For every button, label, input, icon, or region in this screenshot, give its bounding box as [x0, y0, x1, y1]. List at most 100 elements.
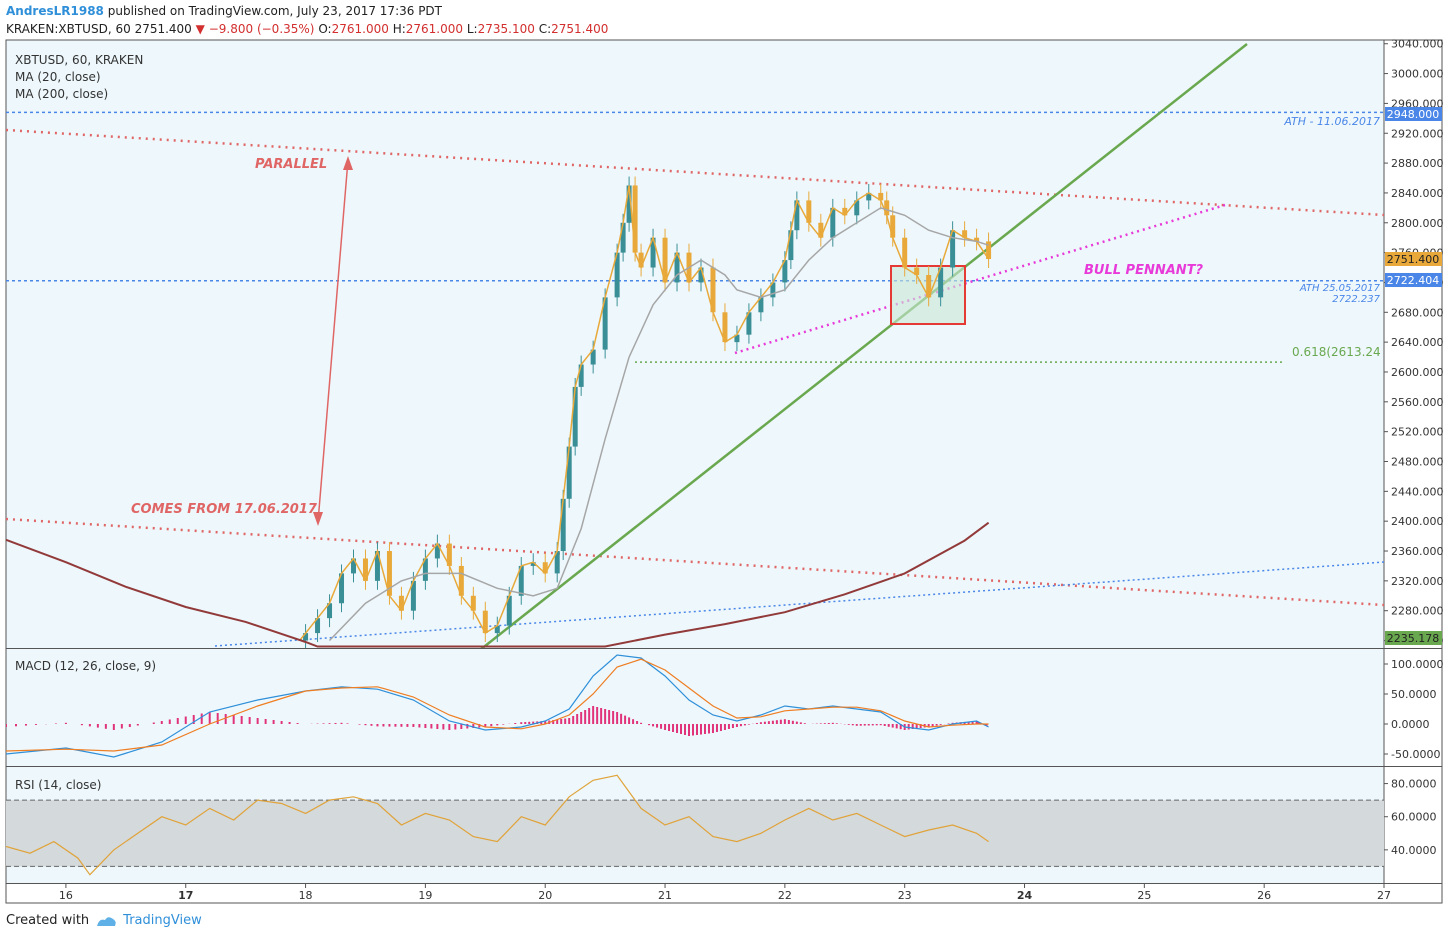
time-tick-label: 25 [1137, 889, 1151, 902]
ath-price-badge: 2948.000 [1385, 107, 1442, 121]
candle-body [566, 446, 572, 499]
candle-body [866, 192, 872, 201]
rsi-band [6, 800, 1384, 867]
ath2-price-badge: 2722.404 [1385, 273, 1442, 287]
candle-body [674, 252, 680, 283]
price-axis-ticks: 3040.0003000.0002960.0002920.0002880.000… [1384, 38, 1444, 648]
signal-line [6, 658, 989, 752]
candle-body [722, 312, 728, 343]
arrow-down-head-icon [313, 512, 323, 526]
candle-body [542, 562, 548, 574]
symbol-legend: XBTUSD, 60, KRAKEN [15, 53, 143, 67]
candle-body [482, 610, 488, 634]
ma20-legend: MA (20, close) [15, 70, 101, 84]
ohlc-line: KRAKEN:XBTUSD, 60 2751.400 ▼ −9.800 (−0.… [6, 22, 608, 36]
time-tick-label: 23 [898, 889, 912, 902]
arrow-up-head-icon [343, 156, 353, 170]
low-label: L: [466, 22, 478, 36]
candle-body [434, 543, 440, 559]
price-tick-label: 3040.000 [1391, 38, 1444, 51]
time-tick-label: 19 [418, 889, 432, 902]
candle-body [794, 200, 800, 231]
created-with-label: Created with [6, 913, 90, 928]
time-tick-label: 16 [59, 889, 73, 902]
time-tick-label: 26 [1257, 889, 1271, 902]
candle-body [842, 207, 848, 216]
candles [303, 176, 992, 648]
ath1-label: ATH - 11.06.2017 [1283, 115, 1380, 128]
blue-trend-line[interactable] [214, 561, 1384, 647]
ath2-label: ATH 25.05.2017 [1299, 283, 1381, 294]
price-tick-label: 2320.000 [1391, 575, 1444, 588]
candle-body [938, 267, 944, 298]
price-tick-label: 2600.000 [1391, 366, 1444, 379]
candle-body [758, 297, 764, 313]
price-tick-label: 2520.000 [1391, 426, 1444, 439]
candle-body [470, 595, 476, 611]
candle-body [770, 282, 776, 298]
candle-body [494, 625, 500, 634]
parallel-label: PARALLEL [255, 157, 327, 172]
candle-body [914, 267, 920, 275]
macd-tick-label: -50.0000 [1391, 748, 1440, 761]
rsi-tick-label: 80.0000 [1391, 778, 1437, 791]
ath2-value-label: 2722.237 [1332, 294, 1380, 305]
pennant-line[interactable] [734, 203, 1226, 355]
macd-pane[interactable] [6, 649, 1384, 766]
candle-body [626, 185, 632, 223]
time-axis-ticks: 16 17 18 19 20 21 22 23 24 25 26 27 [59, 883, 1391, 902]
candle-body [578, 364, 584, 387]
candle-body [530, 562, 536, 566]
candle-body [620, 222, 626, 253]
price-tick-label: 2800.000 [1391, 217, 1444, 230]
time-tick-label: 27 [1377, 889, 1391, 902]
macd-axis-ticks: 100.0000 50.0000 0.0000 -50.0000 [1384, 658, 1444, 761]
price-tick-label: 2440.000 [1391, 485, 1444, 498]
price-tick-label: 2560.000 [1391, 396, 1444, 409]
candle-body [878, 192, 884, 201]
price-pane[interactable] [6, 40, 1384, 648]
macd-tick-label: 50.0000 [1391, 688, 1437, 701]
macd-legend: MACD (12, 26, close, 9) [15, 659, 156, 673]
high-label: H: [392, 22, 406, 36]
ma200-legend: MA (200, close) [15, 87, 108, 101]
candle-body [884, 200, 890, 216]
macd-histogram [6, 706, 988, 736]
price-axis[interactable] [1384, 40, 1442, 883]
candle-body [518, 565, 524, 596]
rsi-tick-label: 60.0000 [1391, 811, 1437, 824]
candle-body [350, 558, 356, 574]
candle-body [410, 580, 416, 611]
candle-body [782, 260, 788, 283]
price-tick-label: 2880.000 [1391, 157, 1444, 170]
publish-info: published on TradingView.com, July 23, 2… [107, 4, 442, 18]
candle-body [560, 498, 566, 552]
footer: Created with TradingView [6, 913, 202, 928]
price-tick-label: 2480.000 [1391, 455, 1444, 468]
macd-tick-label: 0.0000 [1391, 718, 1430, 731]
price-tick-label: 2680.000 [1391, 306, 1444, 319]
price-tick-label: 2360.000 [1391, 545, 1444, 558]
tradingview-brand[interactable]: TradingView [123, 913, 202, 928]
green-trend-line[interactable] [480, 43, 1248, 650]
high-value: 2761.000 [405, 22, 464, 36]
down-arrow-icon: ▼ [195, 22, 205, 36]
candle-body [854, 200, 860, 216]
candle-body [902, 237, 908, 268]
rsi-line [6, 774, 989, 876]
open-label: O: [318, 22, 332, 36]
candle-body [986, 241, 992, 260]
candle-body [962, 230, 968, 238]
fib-label: 0.618(2613.24 [1292, 345, 1381, 359]
macd-tick-label: 100.0000 [1391, 658, 1444, 671]
author-name[interactable]: AndresLR1988 [6, 4, 104, 18]
last-price: 2751.400 [134, 22, 192, 36]
candle-body [710, 267, 716, 313]
candle-body [788, 230, 794, 261]
close-label: C: [538, 22, 552, 36]
time-tick-label: 18 [299, 889, 313, 902]
ath-price-badge-text: 2948.000 [1387, 108, 1440, 121]
rsi-tick-label: 40.0000 [1391, 844, 1437, 857]
candle-body [506, 595, 512, 626]
